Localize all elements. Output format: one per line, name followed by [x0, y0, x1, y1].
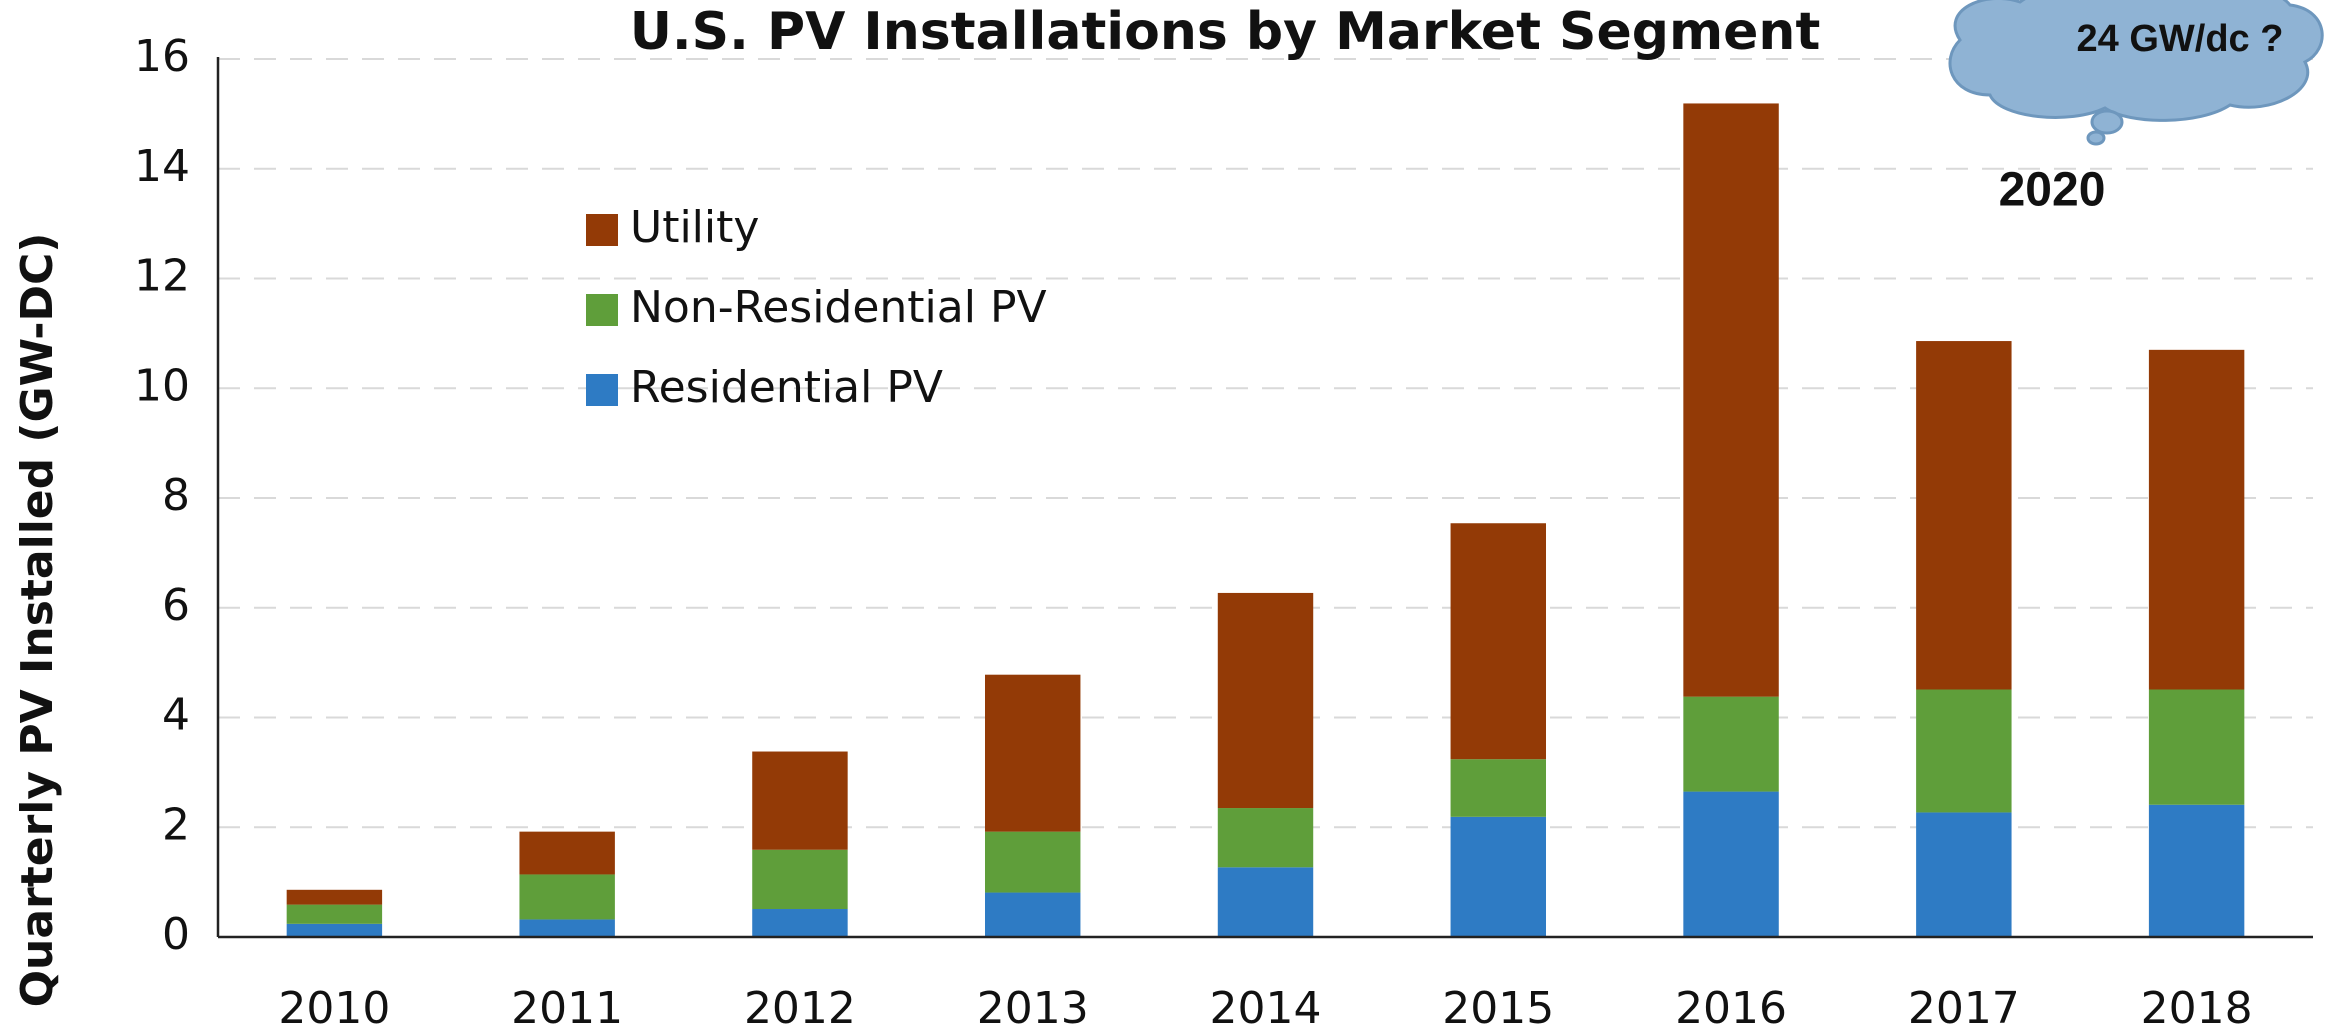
legend-swatch	[586, 214, 618, 246]
bar-segment	[752, 849, 848, 910]
y-axis-title: Quarterly PV Installed (GW-DC)	[12, 233, 63, 1008]
bar-segment	[2148, 689, 2245, 805]
y-tick-label: 4	[162, 690, 190, 741]
bar-segment	[1683, 103, 1779, 697]
y-tick-label: 2	[162, 799, 190, 850]
bar-segment	[1450, 816, 1546, 937]
bar-segment	[519, 874, 615, 920]
bar-segment	[1217, 808, 1314, 868]
y-tick-label: 16	[134, 31, 190, 82]
x-tick-label: 2012	[744, 983, 856, 1034]
y-tick-label: 8	[162, 470, 190, 521]
y-tick-label: 0	[162, 909, 190, 960]
y-tick-label: 14	[134, 141, 190, 192]
legend-label: Residential PV	[630, 362, 943, 413]
x-tick-label: 2018	[2141, 983, 2253, 1034]
x-tick-label: 2014	[1210, 983, 1322, 1034]
x-tick-label: 2017	[1908, 983, 2020, 1034]
cloud-bubble	[2086, 130, 2106, 146]
chart-title: U.S. PV Installations by Market Segment	[630, 2, 1821, 62]
bar-segment	[752, 751, 848, 850]
bar-segment	[1450, 523, 1546, 760]
bar-segment	[519, 919, 615, 937]
x-tick-label: 2010	[278, 983, 390, 1034]
bar-segment	[286, 904, 383, 924]
x-tick-label: 2015	[1442, 983, 1554, 1034]
bar-segment	[1916, 689, 2012, 813]
bar-segment	[985, 892, 1081, 937]
bar-segment	[286, 923, 383, 937]
legend-swatch	[586, 294, 618, 326]
bar-segment	[752, 909, 848, 937]
bars	[286, 103, 2245, 937]
cloud	[1948, 0, 2324, 146]
bar-segment	[1450, 759, 1546, 817]
x-tick-label: 2013	[977, 983, 1089, 1034]
bar-segment	[985, 831, 1081, 893]
legend-swatch	[586, 374, 618, 406]
cloud-bubble	[2090, 109, 2124, 135]
bar-segment	[519, 831, 615, 875]
cloud-shape	[1948, 0, 2324, 122]
legend-label: Non-Residential PV	[630, 282, 1047, 333]
y-tick-label: 12	[134, 251, 190, 302]
bar-segment	[2148, 804, 2245, 937]
legend-label: Utility	[630, 202, 759, 253]
bar-segment	[985, 674, 1081, 832]
bar-segment	[1683, 696, 1779, 792]
bar-segment	[1217, 867, 1314, 937]
x-tick-label: 2016	[1675, 983, 1787, 1034]
y-tick-label: 6	[162, 580, 190, 631]
y-tick-label: 10	[134, 360, 190, 411]
x-tick-label: 2011	[511, 983, 623, 1034]
bar-segment	[2148, 349, 2245, 690]
bar-segment	[1683, 791, 1779, 937]
bar-segment	[286, 889, 383, 905]
annotation: 24 GW/dc ?	[2077, 18, 2284, 60]
annotation: 2020	[1999, 164, 2106, 217]
bar-segment	[1217, 592, 1314, 809]
bar-segment	[1916, 341, 2012, 690]
bar-segment	[1916, 812, 2012, 937]
